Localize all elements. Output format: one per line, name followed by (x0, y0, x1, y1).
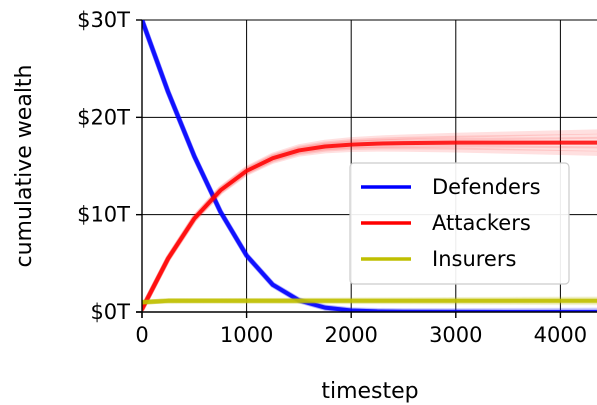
legend-label: Insurers (432, 247, 516, 271)
axes (136, 19, 597, 318)
series-insurers (142, 296, 597, 306)
series-line (142, 298, 597, 305)
y-tick-label: $0T (90, 300, 130, 324)
y-tick-labels: $0T $10T $20T $30T (77, 8, 130, 324)
y-tick-label: $30T (77, 8, 130, 32)
legend-label: Defenders (432, 175, 541, 199)
y-tick-label: $20T (77, 105, 130, 129)
x-tick-label: 4000 (534, 323, 587, 347)
legend-box (349, 162, 570, 285)
x-tick-label: 1000 (220, 323, 273, 347)
legend-label: Attackers (432, 211, 531, 235)
y-tick-label: $10T (77, 203, 130, 227)
x-axis-label: timestep (321, 379, 418, 404)
x-tick-label: 0 (135, 323, 148, 347)
legend: Defenders Attackers Insurers (349, 162, 570, 285)
series-line (142, 140, 597, 312)
series-layer (142, 20, 597, 312)
y-axis-label: cumulative wealth (12, 65, 37, 268)
x-tick-labels: 0 1000 2000 3000 4000 (135, 323, 587, 347)
legend-entries: Defenders Attackers Insurers (361, 175, 541, 271)
x-tick-label: 3000 (429, 323, 482, 347)
plot-area (142, 20, 597, 312)
x-tick-label: 2000 (324, 323, 377, 347)
series-attackers (142, 129, 597, 312)
